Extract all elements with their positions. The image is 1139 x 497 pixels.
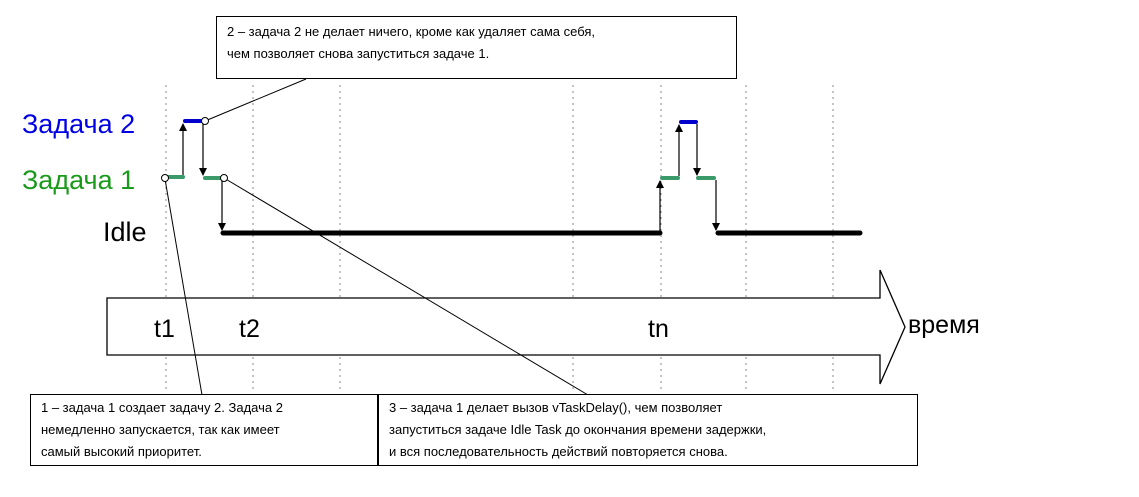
- note-line: и вся последовательность действий повтор…: [389, 444, 728, 459]
- event-marker-1: [161, 174, 169, 182]
- tick-label-tn: tn: [648, 315, 669, 343]
- callout-note-1: 1 – задача 1 создает задачу 2. Задача 2 …: [30, 394, 378, 466]
- execution-segments: [165, 119, 863, 236]
- callout-note-2: 2 – задача 2 не делает ничего, кроме как…: [216, 16, 737, 79]
- callout-leader-3: [223, 177, 589, 396]
- switch-arrows: [179, 123, 720, 231]
- tick-label-t2: t2: [239, 315, 260, 343]
- tick-label-t1: t1: [154, 315, 175, 343]
- note-line: немедленно запускается, так как имеет: [41, 422, 280, 437]
- note-line: самый высокий приоритет.: [41, 444, 202, 459]
- time-axis-label: время: [908, 311, 980, 339]
- lane-label-task2: Задача 2: [22, 109, 135, 139]
- event-marker-2: [201, 117, 209, 125]
- callout-leaders: [164, 78, 589, 396]
- callout-leader-1: [164, 178, 203, 396]
- note-line: чем позволяет снова запуститься задаче 1…: [227, 46, 490, 61]
- event-marker-3: [220, 174, 228, 182]
- lane-label-idle: Idle: [103, 217, 147, 247]
- callout-leader-2: [204, 78, 307, 122]
- note-line: 2 – задача 2 не делает ничего, кроме как…: [227, 24, 596, 39]
- time-arrow: [106, 269, 906, 385]
- note-line: 3 – задача 1 делает вызов vTaskDelay(), …: [389, 400, 723, 415]
- lane-label-task1: Задача 1: [22, 165, 135, 195]
- note-line: запуститься задаче Idle Task до окончани…: [389, 422, 767, 437]
- note-line: 1 – задача 1 создает задачу 2. Задача 2: [41, 400, 283, 415]
- callout-note-3: 3 – задача 1 делает вызов vTaskDelay(), …: [378, 394, 918, 466]
